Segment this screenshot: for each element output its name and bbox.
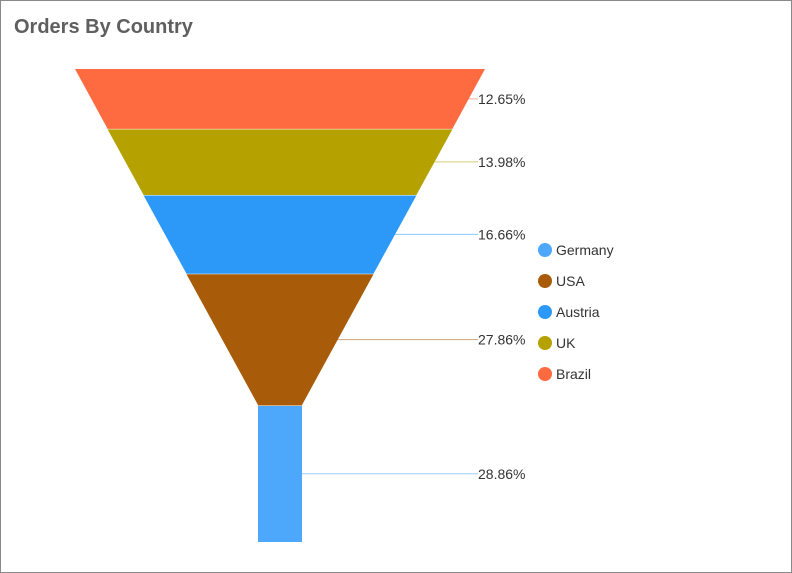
funnel-segment-brazil[interactable] — [75, 69, 485, 129]
data-label-brazil: 12.65% — [478, 91, 525, 107]
funnel-segment-usa[interactable] — [186, 274, 374, 406]
data-label-germany: 28.86% — [478, 466, 525, 482]
chart-title: Orders By Country — [14, 16, 193, 38]
legend-label: Austria — [556, 303, 600, 320]
legend-marker-icon — [538, 242, 552, 257]
data-label-uk: 13.98% — [478, 154, 525, 170]
legend-label: Germany — [556, 241, 614, 258]
legend-marker-icon — [538, 304, 552, 319]
legend-label: UK — [556, 334, 576, 351]
legend-label: USA — [556, 272, 585, 289]
legend-item-germany[interactable]: Germany — [538, 234, 614, 265]
legend-marker-icon — [538, 335, 552, 350]
funnel-segment-austria[interactable] — [143, 195, 417, 274]
funnel-segment-uk[interactable] — [107, 129, 453, 195]
legend-item-usa[interactable]: USA — [538, 265, 614, 296]
data-label-austria: 16.66% — [478, 226, 525, 242]
data-label-usa: 27.86% — [478, 332, 525, 348]
legend-item-austria[interactable]: Austria — [538, 296, 614, 327]
legend-marker-icon — [538, 366, 552, 381]
legend-marker-icon — [538, 273, 552, 288]
legend-item-uk[interactable]: UK — [538, 327, 614, 358]
chart-legend: Germany USA Austria UK Brazil — [538, 234, 614, 389]
funnel-segment-germany[interactable] — [258, 406, 302, 542]
legend-item-brazil[interactable]: Brazil — [538, 358, 614, 389]
legend-label: Brazil — [556, 365, 592, 382]
